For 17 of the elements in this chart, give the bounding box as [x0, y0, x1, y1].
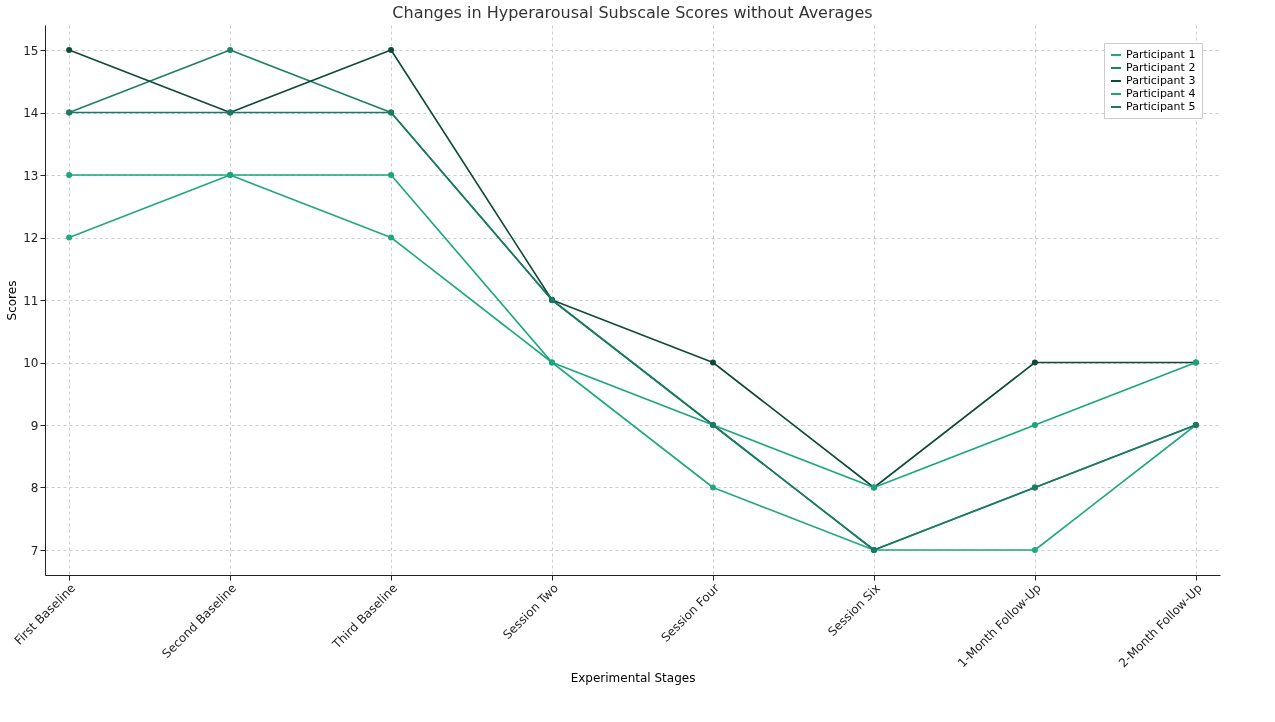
y-tick-label: 8	[30, 481, 39, 495]
chart-title: Changes in Hyperarousal Subscale Scores without Averages	[392, 3, 873, 22]
y-tick-label: 12	[23, 231, 39, 245]
legend-label: Participant 2	[1126, 61, 1196, 74]
y-tick-label: 10	[23, 356, 39, 370]
legend-label: Participant 5	[1126, 100, 1196, 113]
y-tick-label: 13	[23, 168, 39, 183]
y-tick-label: 7	[30, 543, 39, 558]
legend-label: Participant 4	[1126, 87, 1196, 100]
y-tick-label: 9	[30, 418, 39, 433]
y-tick-label: 15	[23, 43, 39, 58]
y-tick-label: 14	[23, 106, 39, 120]
legend-label: Participant 1	[1126, 48, 1196, 61]
y-tick-label: 11	[23, 293, 39, 308]
x-axis-title: Experimental Stages	[570, 671, 696, 686]
y-axis-title: Scores	[5, 280, 20, 321]
legend-label: Participant 3	[1126, 74, 1196, 87]
